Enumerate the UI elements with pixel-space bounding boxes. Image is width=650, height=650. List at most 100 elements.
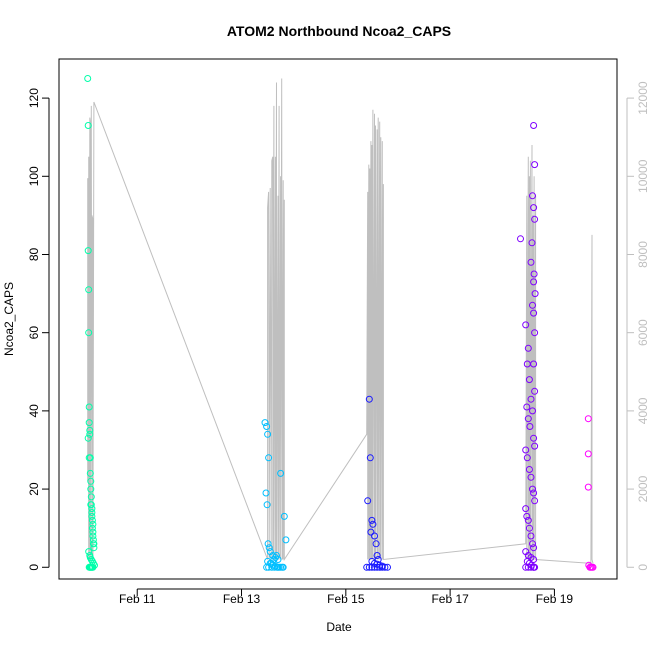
data-point (273, 563, 281, 571)
data-point (530, 122, 538, 129)
data-point (84, 122, 92, 129)
data-point (373, 552, 381, 559)
data-point (88, 524, 96, 532)
data-point (85, 419, 93, 427)
data-point (584, 450, 592, 458)
data-point (530, 360, 538, 368)
data-point (365, 395, 373, 403)
x-tick-label: Feb 17 (431, 592, 469, 606)
data-point (87, 477, 95, 485)
data-point (527, 563, 535, 571)
data-point (373, 563, 381, 571)
data-point (278, 563, 286, 571)
data-point (85, 329, 93, 337)
data-point (522, 321, 530, 329)
data-point (88, 512, 96, 520)
data-point (263, 423, 271, 430)
data-point (517, 235, 524, 243)
data-point (89, 532, 97, 540)
data-point (524, 563, 532, 571)
data-point (529, 407, 536, 415)
data-point (364, 497, 372, 505)
chart-title: ATOM2 Northbound Ncoa2_CAPS (227, 23, 451, 39)
secondary-series (87, 78, 594, 564)
data-point (85, 454, 93, 462)
data-point (584, 415, 592, 423)
data-point (531, 497, 539, 505)
data-point (89, 520, 97, 528)
x-axis: Feb 11 Feb 13 Feb 15 Feb 17 Feb 19 (119, 588, 573, 606)
data-point (530, 278, 538, 286)
data-point (90, 544, 98, 552)
data-point (274, 556, 282, 563)
data-point (523, 512, 531, 520)
data-point (84, 75, 92, 82)
data-point (372, 540, 380, 548)
y2-tick-label: 0 (636, 564, 650, 571)
data-point (86, 430, 94, 438)
data-point (84, 434, 92, 442)
data-point (265, 544, 273, 552)
data-point (584, 483, 592, 491)
plot-area (58, 58, 618, 580)
data-point (531, 387, 539, 395)
data-point (531, 329, 539, 337)
data-point (366, 454, 374, 462)
x-tick-label: Feb 13 (223, 592, 261, 606)
y-tick-label: 60 (27, 326, 41, 340)
x-tick-label: Feb 15 (327, 592, 365, 606)
data-point (89, 536, 97, 544)
data-point (528, 239, 536, 247)
y-axis: 0 20 40 60 80 100 120 (27, 88, 50, 571)
data-point (368, 563, 376, 571)
data-point (277, 469, 285, 477)
y2-tick-label: 8000 (636, 241, 650, 268)
y-tick-label: 40 (27, 404, 41, 418)
data-point (525, 376, 533, 384)
data-point (89, 563, 97, 571)
data-point (90, 540, 98, 548)
data-point (530, 309, 538, 317)
data-point (529, 192, 536, 200)
data-point (522, 563, 530, 571)
y2-axis: 0 2000 4000 6000 8000 10000 12000 (626, 81, 650, 571)
data-point (525, 524, 533, 532)
data-point (531, 161, 539, 169)
data-point (89, 528, 97, 536)
y2-tick-label: 6000 (636, 319, 650, 346)
y-tick-label: 20 (27, 482, 41, 496)
data-point (84, 247, 92, 255)
data-point (524, 415, 532, 423)
data-point (368, 516, 376, 524)
data-point (524, 344, 532, 352)
data-point (265, 454, 273, 462)
data-point (86, 469, 94, 477)
data-point (589, 563, 597, 571)
y-axis-label: Ncoa2_CAPS (2, 282, 16, 356)
data-point (363, 563, 371, 571)
data-point (263, 563, 271, 571)
data-point (85, 286, 93, 294)
data-point (523, 454, 531, 462)
data-point (525, 559, 533, 567)
data-point (530, 489, 538, 497)
data-point (522, 446, 530, 454)
data-point (86, 426, 94, 434)
data-point (529, 540, 536, 548)
y-tick-label: 120 (27, 88, 41, 108)
data-point (262, 489, 270, 497)
data-point (527, 532, 535, 540)
x-axis-label: Date (326, 620, 352, 634)
data-point (88, 516, 96, 524)
data-point (273, 552, 280, 559)
data-point (87, 501, 95, 509)
data-point (531, 290, 539, 298)
data-point (530, 270, 538, 278)
data-point (275, 563, 283, 571)
data-point (85, 403, 93, 411)
data-point (527, 395, 535, 403)
data-point (263, 501, 271, 509)
data-point (371, 563, 378, 571)
data-point (87, 493, 95, 501)
